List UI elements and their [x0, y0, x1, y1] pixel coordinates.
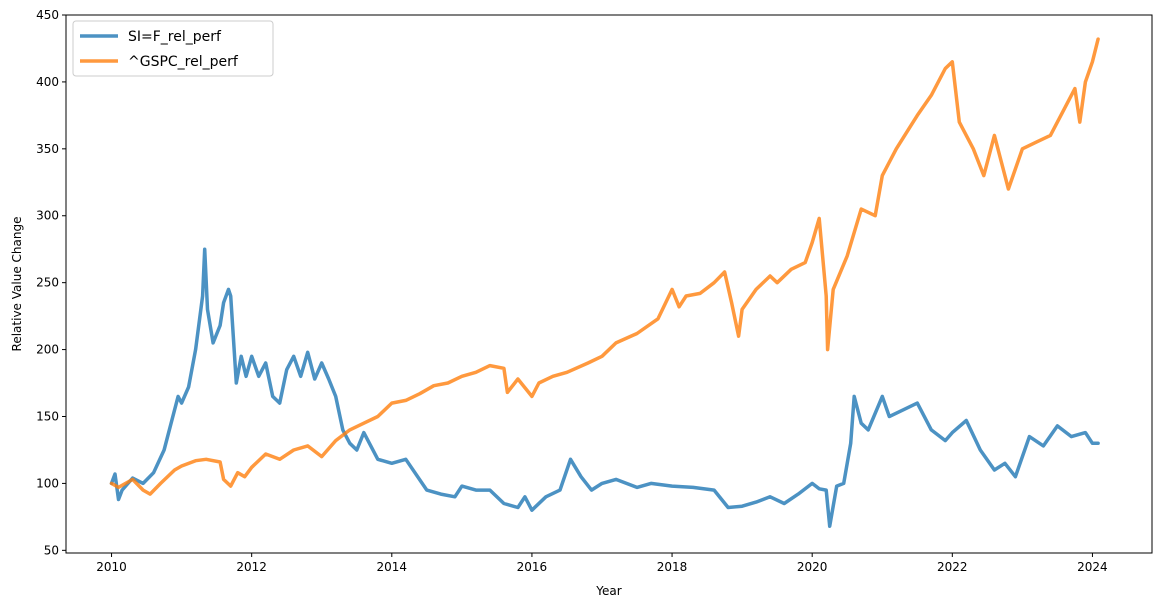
x-tick-label: 2014 [377, 560, 408, 574]
y-tick-label: 50 [44, 543, 59, 557]
plot-background [66, 15, 1152, 553]
y-tick-label: 100 [36, 476, 59, 490]
legend: SI=F_rel_perf ^GSPC_rel_perf [72, 20, 274, 77]
y-tick-label: 350 [36, 142, 59, 156]
x-tick-label: 2022 [937, 560, 968, 574]
y-tick-label: 150 [36, 409, 59, 423]
x-tick-label: 2012 [236, 560, 267, 574]
y-tick-label: 200 [36, 343, 59, 357]
legend-box [72, 20, 274, 77]
y-tick-label: 400 [36, 75, 59, 89]
y-axis-label: Relative Value Change [10, 217, 24, 352]
series-line-gspc [109, 37, 1100, 496]
plot-frame [65, 14, 1153, 554]
series-layer [109, 37, 1100, 528]
x-tick-label: 2018 [657, 560, 688, 574]
y-tick-label: 300 [36, 209, 59, 223]
x-tick-label: 2010 [96, 560, 127, 574]
legend-label-gspc: ^GSPC_rel_perf [128, 54, 239, 70]
series-line-si [109, 247, 1100, 528]
x-tick-label: 2024 [1077, 560, 1108, 574]
x-axis: 2010 2012 2014 2016 2018 2020 2022 2024 [96, 553, 1108, 574]
x-tick-label: 2016 [517, 560, 548, 574]
y-tick-label: 450 [36, 8, 59, 22]
y-tick-label: 250 [36, 276, 59, 290]
y-axis: 50 100 150 200 250 300 350 400 450 [36, 8, 66, 557]
x-axis-label: Year [595, 584, 621, 598]
x-tick-label: 2020 [797, 560, 828, 574]
legend-label-si: SI=F_rel_perf [128, 29, 222, 45]
